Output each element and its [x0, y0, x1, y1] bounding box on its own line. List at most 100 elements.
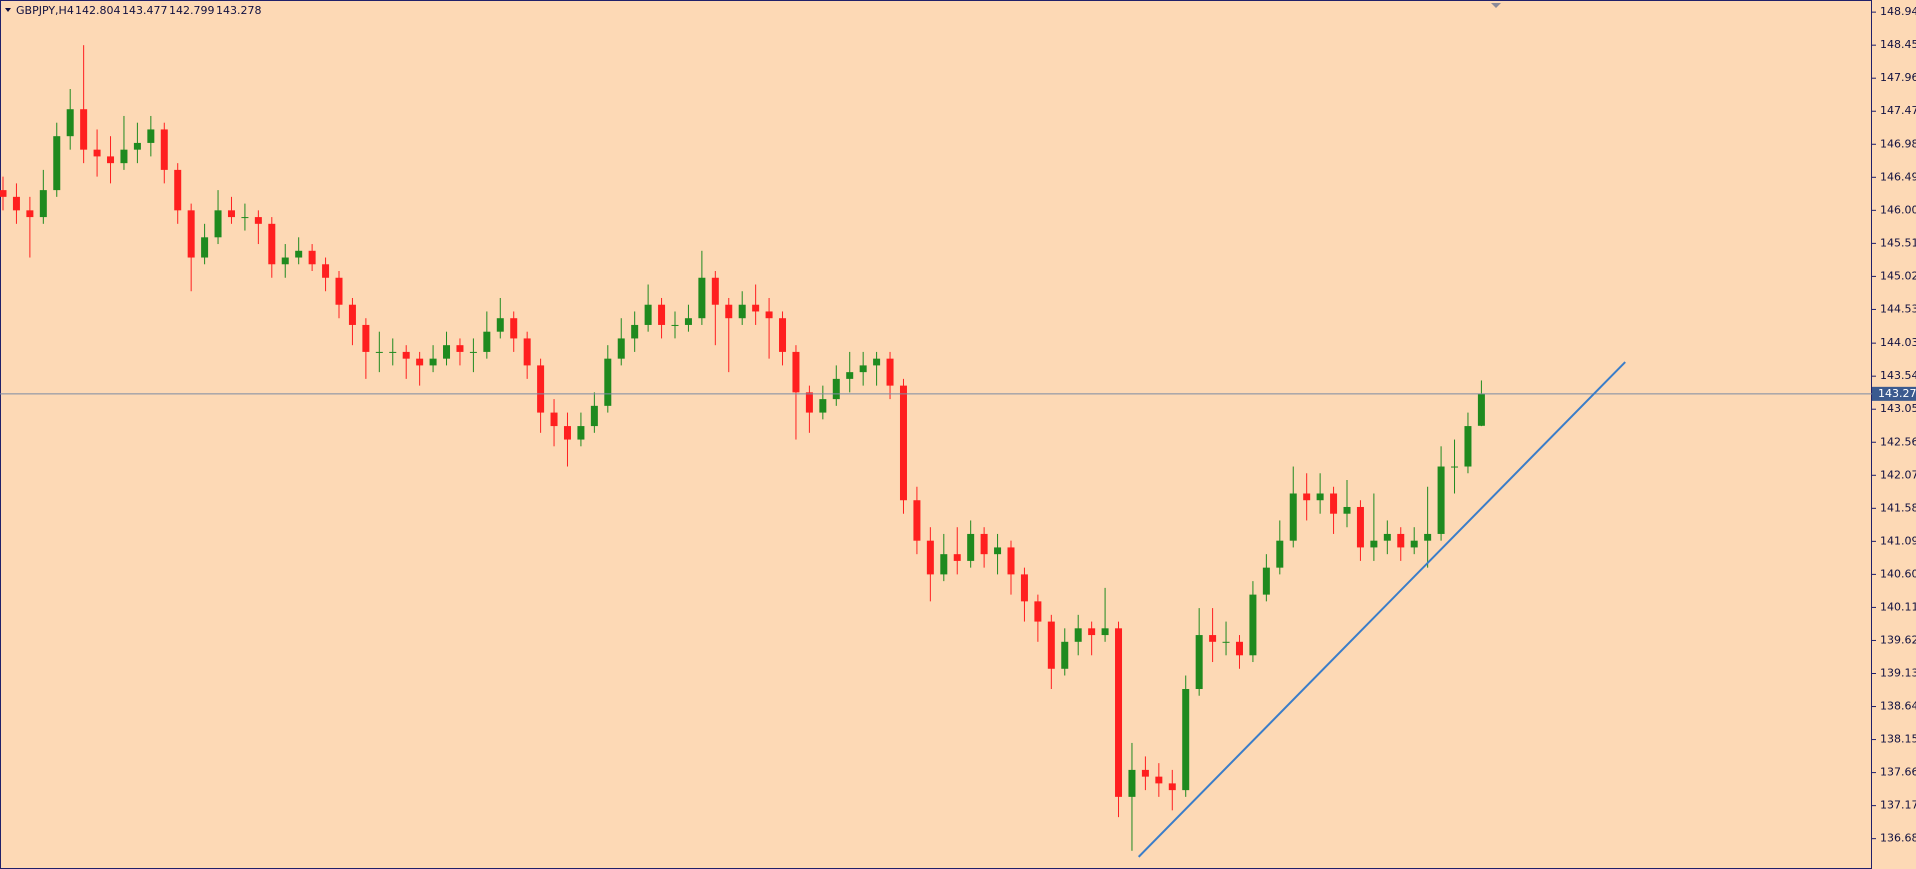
candle-body: [644, 304, 652, 325]
candle-body: [590, 405, 598, 427]
candle-body: [1222, 641, 1230, 643]
candle-body: [389, 351, 397, 353]
candle-body: [1410, 540, 1418, 548]
y-tick-label: 141.580: [1880, 501, 1916, 514]
candle-body: [711, 277, 719, 305]
candle-body: [684, 318, 692, 325]
y-tick-label: 136.680: [1880, 832, 1916, 845]
candle-body: [1168, 783, 1176, 791]
candle-body: [752, 304, 760, 312]
candle-body: [832, 378, 840, 400]
candle-body: [66, 109, 74, 137]
candle-body: [926, 540, 934, 575]
y-tick-label: 143.050: [1880, 402, 1916, 415]
candle-body: [348, 304, 356, 325]
candle-body: [859, 365, 867, 373]
candle-body: [1020, 574, 1028, 602]
trendline: [1137, 361, 1626, 858]
y-tick-label: 139.130: [1880, 666, 1916, 679]
candle-body: [254, 217, 262, 224]
y-tick-label: 145.510: [1880, 236, 1916, 249]
candle-body: [174, 169, 182, 211]
candle-body: [295, 250, 303, 258]
candle-body: [1330, 493, 1338, 514]
candle-body: [443, 345, 451, 359]
y-tick-label: 137.660: [1880, 766, 1916, 779]
candle-body: [846, 372, 854, 379]
candle-body: [523, 338, 531, 366]
candle-body: [1235, 641, 1243, 656]
candle-body: [1047, 621, 1055, 669]
y-tick-label: 147.960: [1880, 71, 1916, 84]
candle-body: [53, 136, 61, 191]
candle-body: [1262, 567, 1270, 595]
y-tick-label: 141.090: [1880, 534, 1916, 547]
last-price-box: [1872, 386, 1916, 401]
candle-body: [12, 196, 20, 211]
y-tick-label: 142.070: [1880, 468, 1916, 481]
header-high: 143.477: [122, 4, 168, 17]
candle-body: [913, 500, 921, 541]
candle-body: [1141, 769, 1149, 777]
candle-body: [671, 324, 679, 326]
candle-body: [281, 257, 289, 265]
candle-body: [1061, 641, 1069, 669]
candle-body: [187, 210, 195, 258]
candle-body: [510, 318, 518, 339]
candle-body: [268, 223, 276, 265]
candle-body: [994, 547, 1002, 555]
candle-body: [1249, 594, 1257, 656]
candle-body: [107, 156, 115, 164]
candle-body: [201, 237, 209, 258]
candle-body: [1115, 628, 1123, 797]
candle-body: [1007, 547, 1015, 575]
y-tick-label: 148.940: [1880, 5, 1916, 18]
candle-body: [1195, 635, 1203, 689]
candle-body: [953, 554, 961, 561]
y-tick-label: 140.110: [1880, 600, 1916, 613]
candle-body: [738, 304, 746, 319]
candle-body: [1370, 540, 1378, 548]
candle-body: [322, 264, 330, 278]
candle-body: [1464, 426, 1472, 467]
candle-body: [308, 250, 316, 265]
candle-body: [335, 277, 343, 305]
candle-body: [1128, 769, 1136, 797]
y-tick-label: 144.530: [1880, 302, 1916, 315]
symbol: GBPJPY,H4: [16, 4, 74, 17]
y-tick-label: 138.150: [1880, 733, 1916, 746]
candle-body: [1397, 533, 1405, 548]
candle-body: [0, 190, 7, 197]
candle-body: [1209, 635, 1217, 642]
candle-body: [1424, 533, 1432, 541]
y-tick-label: 146.980: [1880, 137, 1916, 150]
candle-body: [967, 533, 975, 561]
candle-body: [456, 345, 464, 352]
candle-body: [725, 304, 733, 319]
candle-body: [402, 351, 410, 359]
candle-body: [483, 331, 491, 352]
candle-body: [375, 351, 383, 353]
candle-body: [496, 318, 504, 332]
y-tick-label: 140.600: [1880, 567, 1916, 580]
candle-body: [1034, 601, 1042, 622]
candle-body: [1182, 688, 1190, 791]
candle-body: [631, 324, 639, 339]
candle-body: [147, 129, 155, 143]
candle-body: [362, 324, 370, 352]
candle-body: [940, 554, 948, 575]
candle-body: [1316, 493, 1324, 501]
y-tick-label: 145.020: [1880, 269, 1916, 282]
candle-body: [805, 392, 813, 413]
candle-body: [120, 149, 128, 164]
header-open: 142.804: [75, 4, 121, 17]
candle-body: [819, 399, 827, 413]
candle-body: [227, 210, 235, 218]
y-tick-label: 137.170: [1880, 799, 1916, 812]
y-tick-label: 146.000: [1880, 203, 1916, 216]
last-price-label: 143.278: [1878, 387, 1916, 400]
candle-body: [886, 358, 894, 386]
